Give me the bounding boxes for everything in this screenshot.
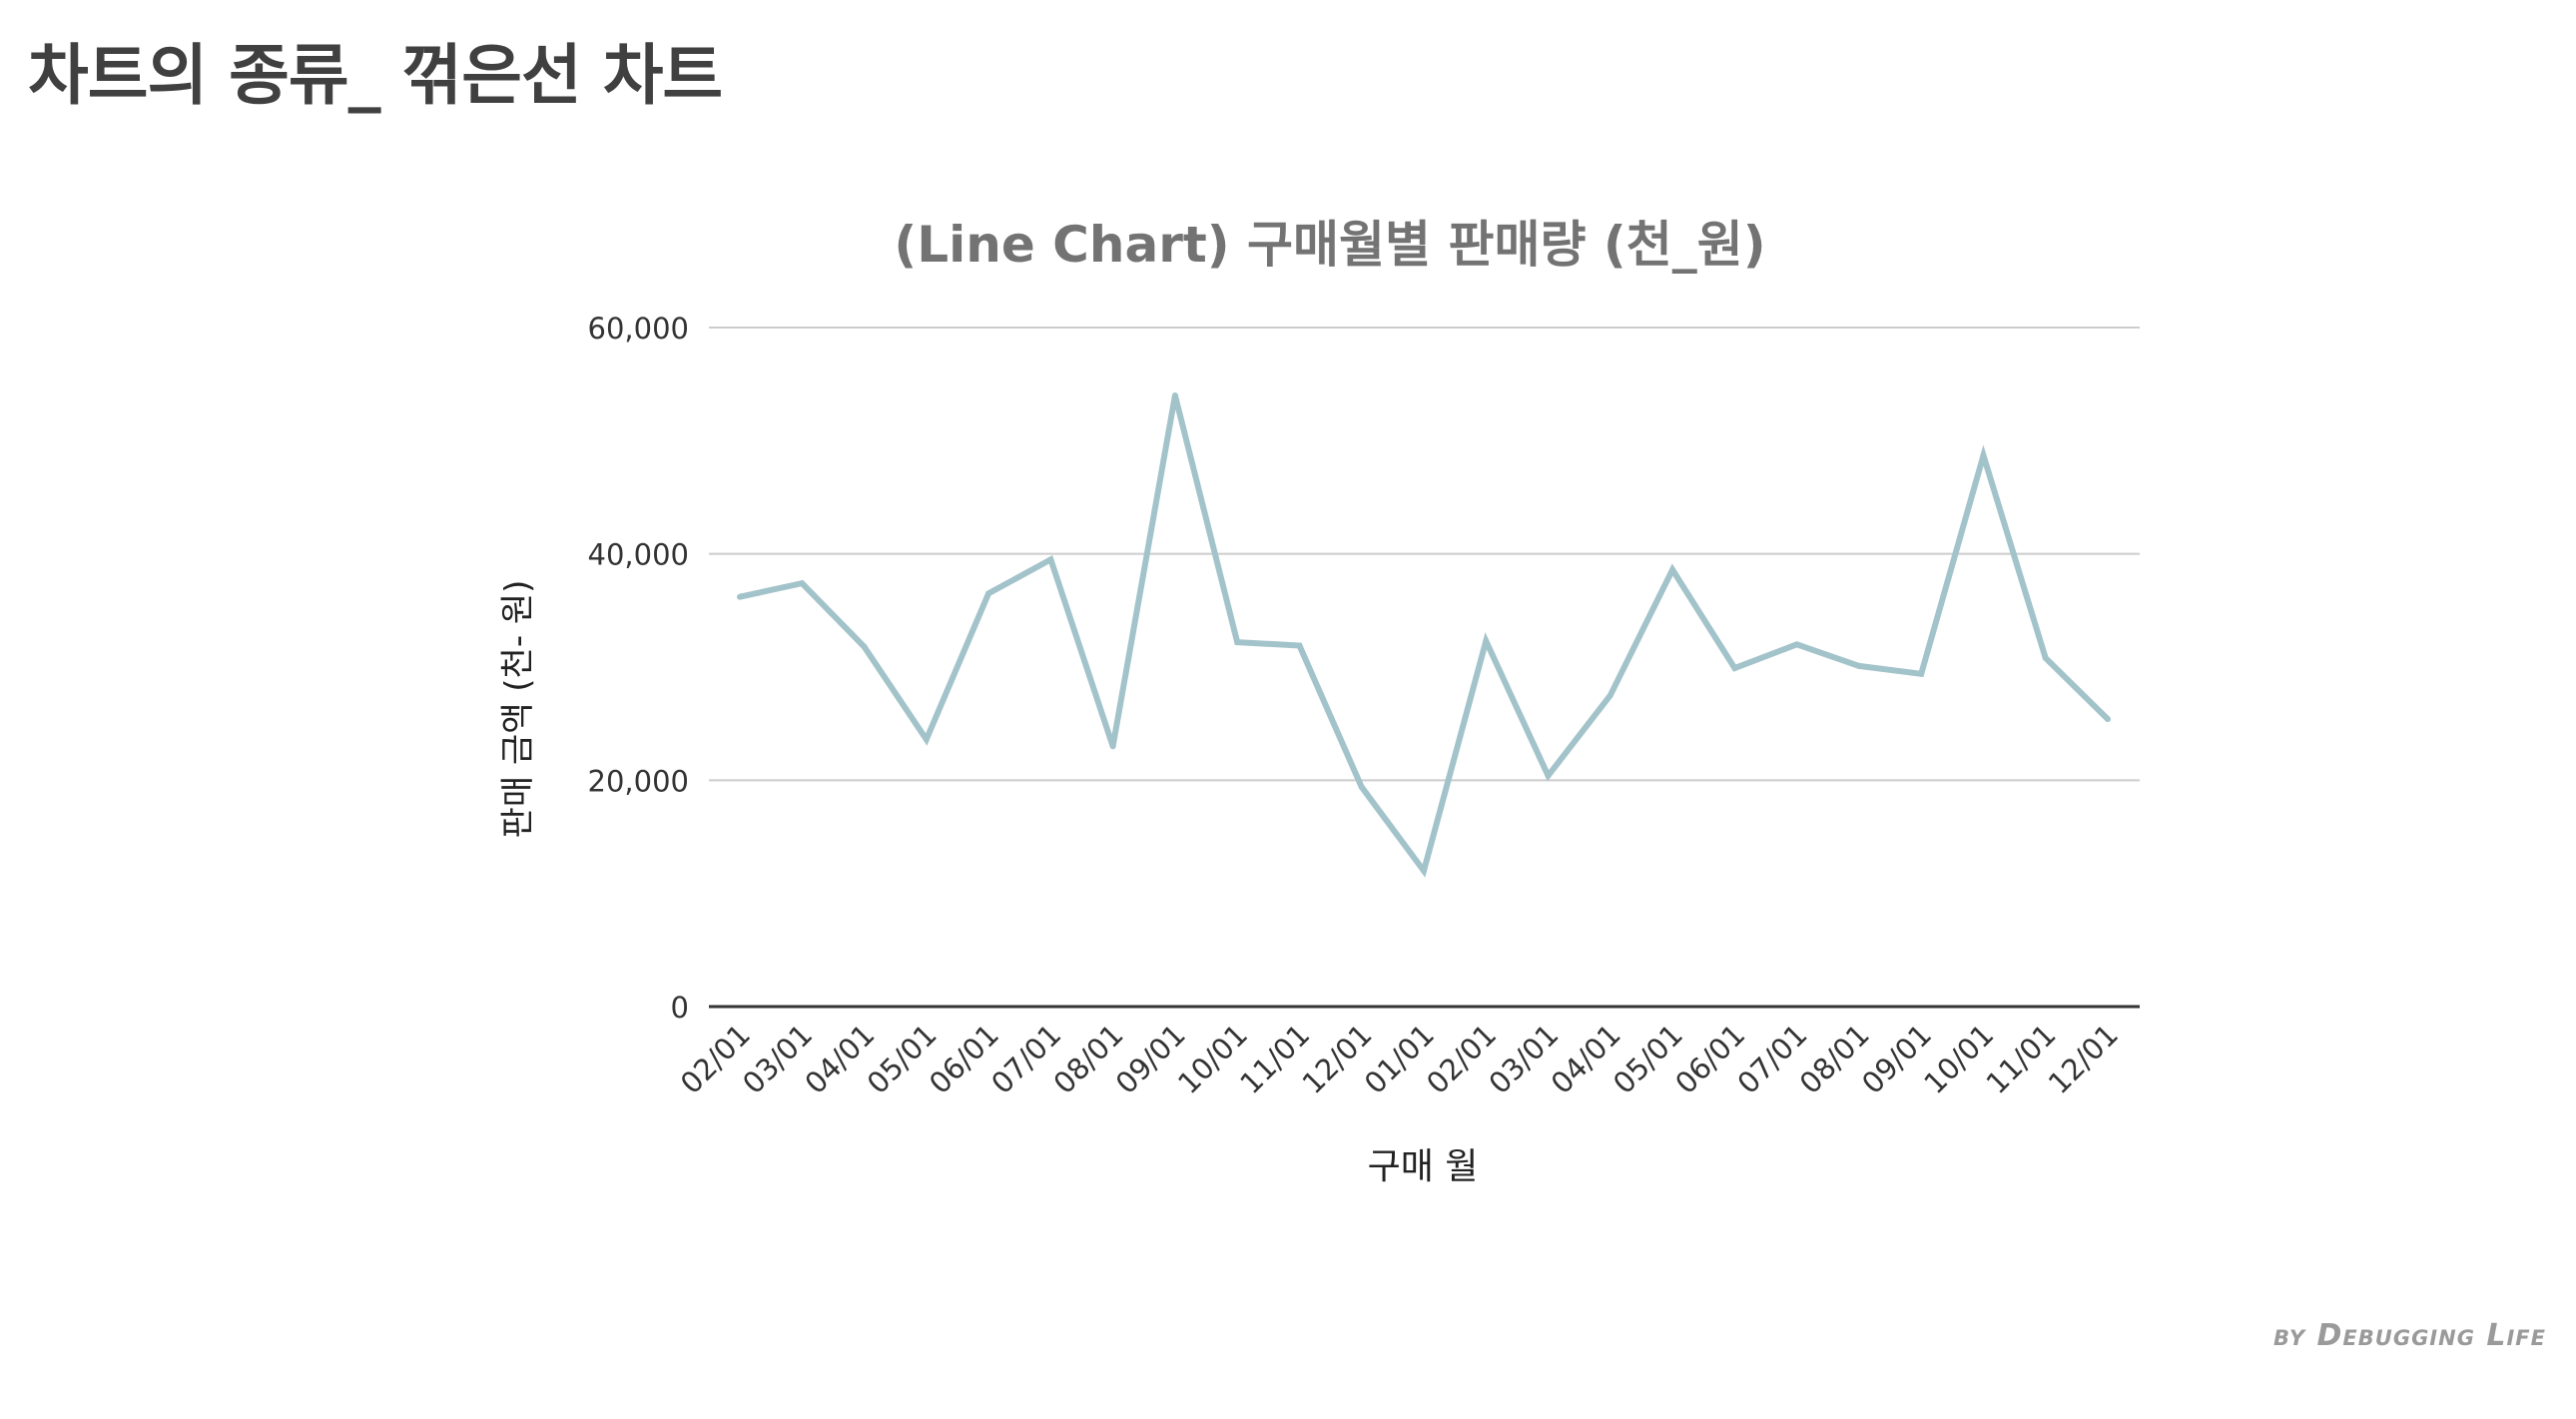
x-tick-label: 03/01 xyxy=(736,1018,819,1100)
y-tick-label: 40,000 xyxy=(588,538,689,572)
data-point xyxy=(1980,452,1987,459)
x-tick-label: 09/01 xyxy=(1855,1018,1938,1100)
x-tick-label: 08/01 xyxy=(1793,1018,1876,1100)
chart-title: (Line Chart) 구매월별 판매량 (천_원) xyxy=(894,216,1765,274)
data-point xyxy=(1234,639,1241,646)
series-layer xyxy=(737,392,2111,878)
x-tick-label: 04/01 xyxy=(798,1018,881,1100)
x-tick-label: 06/01 xyxy=(1668,1018,1751,1100)
data-point xyxy=(1047,556,1054,563)
x-tick-label: 06/01 xyxy=(923,1018,1005,1100)
x-tick-label: 01/01 xyxy=(1358,1018,1441,1100)
data-point xyxy=(1607,692,1613,699)
data-point xyxy=(1171,392,1178,398)
x-tick-label: 03/01 xyxy=(1482,1018,1565,1100)
x-tick-label: 10/01 xyxy=(1917,1018,2000,1100)
x-tick-label: 10/01 xyxy=(1171,1018,1254,1100)
x-tick-label: 05/01 xyxy=(1607,1018,1689,1100)
data-point xyxy=(923,736,930,743)
data-point xyxy=(1918,670,1925,677)
x-tick-label: 05/01 xyxy=(861,1018,944,1100)
y-axis-ticks: 0 20,000 40,000 60,000 xyxy=(588,312,689,1025)
data-point xyxy=(861,643,868,650)
x-axis-label: 구매 월 xyxy=(1368,1146,1479,1187)
data-point xyxy=(1421,868,1427,874)
series-line xyxy=(739,394,2111,878)
data-point xyxy=(1669,566,1676,573)
y-axis-label: 판매 금액 (천- 원) xyxy=(498,580,538,839)
x-tick-label: 09/01 xyxy=(1109,1018,1192,1100)
x-tick-label: 11/01 xyxy=(1233,1018,1316,1100)
x-tick-label: 02/01 xyxy=(1420,1018,1503,1100)
data-point xyxy=(737,593,743,600)
data-point xyxy=(799,580,806,587)
x-tick-label: 07/01 xyxy=(984,1018,1067,1100)
data-point xyxy=(1483,637,1490,644)
data-point xyxy=(1793,641,1800,648)
y-tick-label: 60,000 xyxy=(588,312,689,346)
grid-lines xyxy=(709,327,2140,1009)
y-tick-label: 0 xyxy=(671,991,689,1025)
data-point xyxy=(1545,772,1552,779)
data-point xyxy=(1731,665,1738,672)
data-point xyxy=(1855,662,1862,669)
x-axis-ticks: 02/0103/0104/0105/0106/0107/0108/0109/01… xyxy=(674,1018,2125,1100)
x-tick-label: 04/01 xyxy=(1545,1018,1627,1100)
credit-signature: by Debugging Life xyxy=(2273,1318,2546,1353)
data-point xyxy=(985,590,992,597)
x-tick-label: 12/01 xyxy=(1296,1018,1379,1100)
data-point xyxy=(2105,716,2111,723)
x-tick-label: 07/01 xyxy=(1730,1018,1813,1100)
y-tick-label: 20,000 xyxy=(588,764,689,798)
page-title: 차트의 종류_ 꺾은선 차트 xyxy=(28,37,723,114)
x-tick-label: 12/01 xyxy=(2042,1018,2125,1100)
x-tick-label: 02/01 xyxy=(674,1018,757,1100)
data-point xyxy=(2042,654,2049,661)
data-point xyxy=(1109,743,1116,750)
x-tick-label: 11/01 xyxy=(1980,1018,2063,1100)
x-tick-label: 08/01 xyxy=(1046,1018,1129,1100)
data-point xyxy=(1358,784,1365,791)
data-point xyxy=(1296,642,1303,649)
